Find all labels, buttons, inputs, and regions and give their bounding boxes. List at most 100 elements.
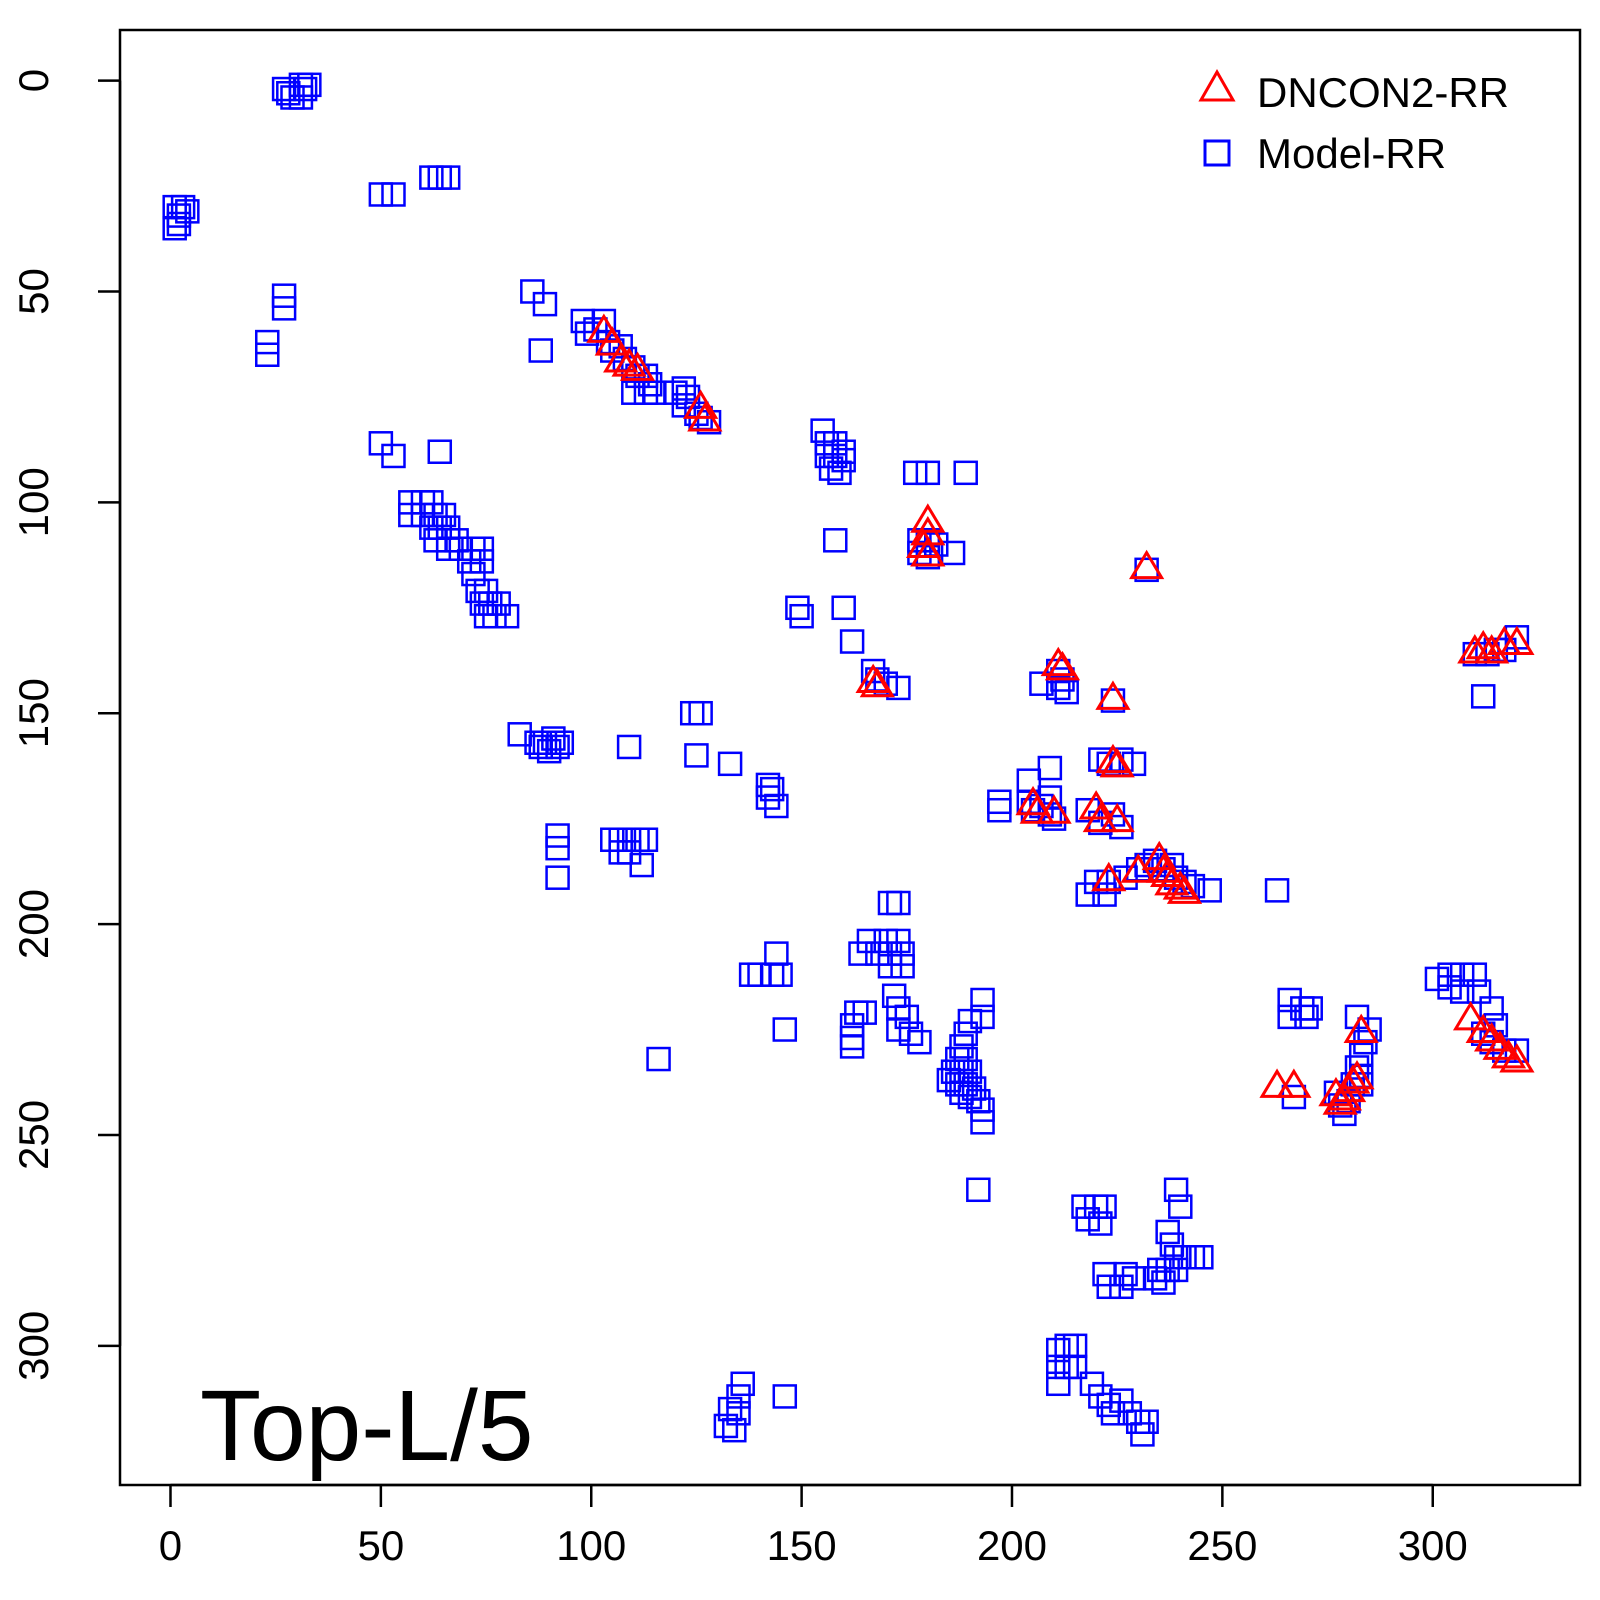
model-rr-point xyxy=(1109,814,1134,840)
model-rr-point xyxy=(545,835,570,861)
model-rr-point xyxy=(1449,962,1475,987)
y-axis: 0 50 100 150 200 250 300 xyxy=(10,69,122,1381)
model-rr-point xyxy=(255,329,280,355)
model-rr-point xyxy=(608,840,633,865)
model-rr-point xyxy=(1470,684,1496,709)
model-rr-point xyxy=(1016,768,1042,793)
model-rr-point xyxy=(456,549,482,574)
model-rr-point xyxy=(461,561,486,587)
model-rr-point xyxy=(1437,962,1462,987)
model-rr-point xyxy=(848,941,873,966)
dncon2-rr-point xyxy=(1044,650,1081,681)
dncon2-rr-point xyxy=(1465,629,1501,660)
model-rr-point xyxy=(1054,679,1079,705)
model-rr-point xyxy=(419,490,444,515)
model-rr-point xyxy=(877,890,903,916)
dncon2-rr-point xyxy=(1452,1000,1489,1031)
model-rr-point xyxy=(1029,671,1054,696)
model-rr-point xyxy=(431,502,457,528)
model-rr-point xyxy=(646,1046,671,1072)
model-rr-point xyxy=(949,1080,974,1106)
y-tick-label: 300 xyxy=(10,1311,57,1381)
model-rr-point xyxy=(1117,1401,1143,1426)
x-tick-label: 100 xyxy=(556,1522,626,1569)
model-rr-point xyxy=(764,793,789,819)
model-rr-point xyxy=(1344,1055,1370,1080)
model-rr-point xyxy=(856,928,882,954)
model-rr-point xyxy=(528,734,553,760)
model-rr-point xyxy=(1479,996,1504,1021)
model-rr-point xyxy=(953,1021,978,1046)
dncon2-rr-point xyxy=(611,347,647,377)
model-rr-point xyxy=(1046,1371,1071,1397)
dncon2-rr-point xyxy=(1166,874,1203,904)
model-rr-point xyxy=(1096,1274,1122,1300)
model-rr-point xyxy=(545,823,570,848)
dncon2-rr-point xyxy=(1499,1043,1535,1073)
model-rr-point xyxy=(381,182,406,207)
model-rr-point xyxy=(368,182,394,207)
legend-triangle-marker xyxy=(1198,68,1236,102)
model-rr-point xyxy=(823,431,848,456)
model-rr-point xyxy=(1155,1219,1180,1245)
legend-label-dncon2: DNCON2-RR xyxy=(1257,69,1509,116)
model-rr-point xyxy=(966,1177,991,1203)
model-rr-point xyxy=(839,1025,865,1051)
model-rr-point xyxy=(713,1413,739,1439)
model-rr-point xyxy=(1462,962,1488,987)
model-rr-point xyxy=(1109,1274,1134,1300)
model-rr-point xyxy=(953,1072,978,1097)
legend-label-model: Model-RR xyxy=(1257,130,1446,177)
model-rr-point xyxy=(1294,1004,1319,1030)
dncon2-rr-point xyxy=(594,326,630,356)
model-rr-point xyxy=(486,591,511,616)
x-tick-label: 0 xyxy=(159,1522,182,1569)
model-rr-point xyxy=(684,743,709,768)
model-rr-point xyxy=(1159,1232,1185,1257)
model-rr-point xyxy=(1092,1194,1117,1219)
model-rr-point xyxy=(616,827,642,852)
model-rr-point xyxy=(663,380,688,405)
model-rr-point xyxy=(1163,1177,1189,1203)
dncon2-rr-point xyxy=(1457,634,1493,664)
model-rr-point xyxy=(1092,882,1117,907)
model-rr-point xyxy=(717,751,743,777)
model-rr-point xyxy=(902,460,928,486)
model-rr-point xyxy=(435,528,461,553)
model-rr-point xyxy=(898,1021,924,1046)
model-rr-point xyxy=(1424,966,1450,992)
model-rr-point xyxy=(823,528,848,553)
model-rr-point xyxy=(970,987,995,1013)
model-rr-point xyxy=(860,658,886,684)
model-rr-point xyxy=(1054,1354,1079,1380)
dncon2-rr-point xyxy=(1339,1059,1375,1090)
dncon2-rr-point xyxy=(859,667,895,698)
legend: DNCON2-RR Model-RR xyxy=(1198,68,1509,177)
x-axis: 0 50 100 150 200 250 300 xyxy=(159,1483,1468,1569)
dncon2-rr-point xyxy=(619,351,656,381)
model-rr-point xyxy=(759,962,785,987)
model-rr-point xyxy=(494,603,520,629)
dncon2-rr-point xyxy=(1473,634,1510,664)
model-rr-point xyxy=(536,738,562,764)
model-rr-point xyxy=(953,1046,978,1072)
model-rr-point xyxy=(1113,1261,1138,1287)
model-rr-point xyxy=(772,1017,798,1042)
model-rr-point xyxy=(398,502,423,528)
model-rr-point xyxy=(1466,979,1492,1004)
model-rr-point xyxy=(671,376,697,401)
series-layer xyxy=(162,72,1535,1447)
model-rr-point xyxy=(831,447,856,473)
model-rr-point xyxy=(532,291,558,317)
dncon2-rr-point xyxy=(910,503,946,533)
model-rr-point xyxy=(1197,878,1222,903)
dncon2-rr-point xyxy=(1490,1038,1527,1069)
model-rr-point xyxy=(865,941,890,966)
model-rr-point xyxy=(469,549,495,574)
y-tick-label: 200 xyxy=(10,889,57,959)
y-tick-label: 0 xyxy=(10,69,57,92)
model-rr-point xyxy=(507,722,532,747)
model-rr-point xyxy=(987,789,1012,815)
model-rr-point xyxy=(915,460,941,486)
